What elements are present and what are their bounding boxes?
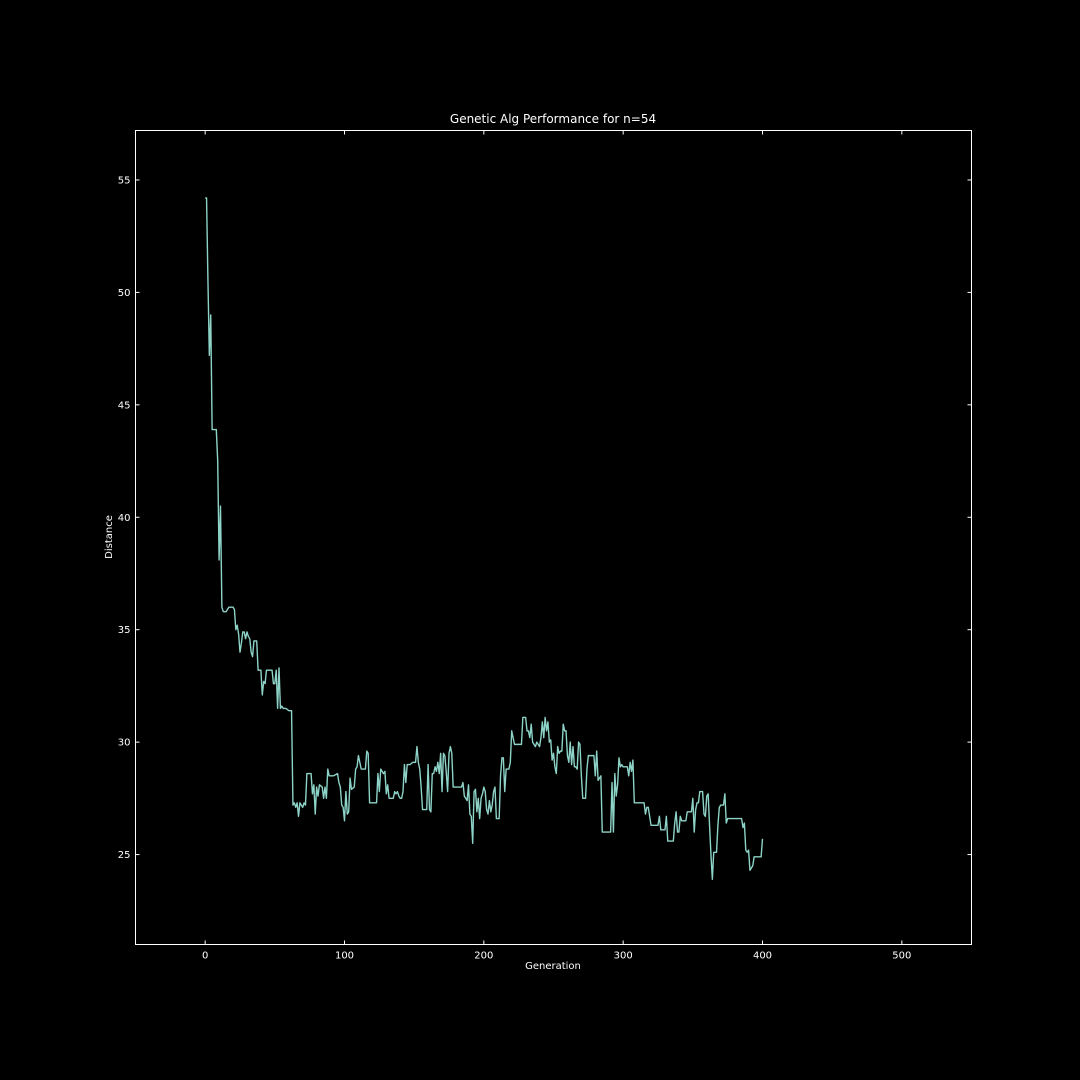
y-tick-label: 25 — [118, 850, 131, 861]
y-tick-label: 55 — [118, 175, 131, 186]
x-tick-label: 100 — [335, 951, 354, 962]
y-tick-label: 30 — [118, 738, 131, 749]
y-tick-label: 40 — [118, 513, 131, 524]
x-tick-label: 400 — [753, 951, 772, 962]
y-axis-label: Distance — [104, 515, 115, 559]
y-axis-ticks: 25 30 35 40 45 50 55 — [118, 175, 972, 861]
y-tick-label: 45 — [118, 400, 131, 411]
x-tick-label: 0 — [202, 951, 208, 962]
x-tick-label: 300 — [614, 951, 633, 962]
plot-frame — [135, 130, 972, 945]
chart-title: Genetic Alg Performance for n=54 — [450, 112, 656, 126]
x-tick-label: 500 — [892, 951, 911, 962]
x-tick-label: 200 — [474, 951, 493, 962]
x-axis-ticks: 0 100 200 300 400 500 — [202, 130, 911, 962]
x-axis-label: Generation — [525, 961, 581, 972]
y-tick-label: 35 — [118, 625, 131, 636]
series-line — [205, 197, 764, 880]
y-tick-label: 50 — [118, 288, 131, 299]
